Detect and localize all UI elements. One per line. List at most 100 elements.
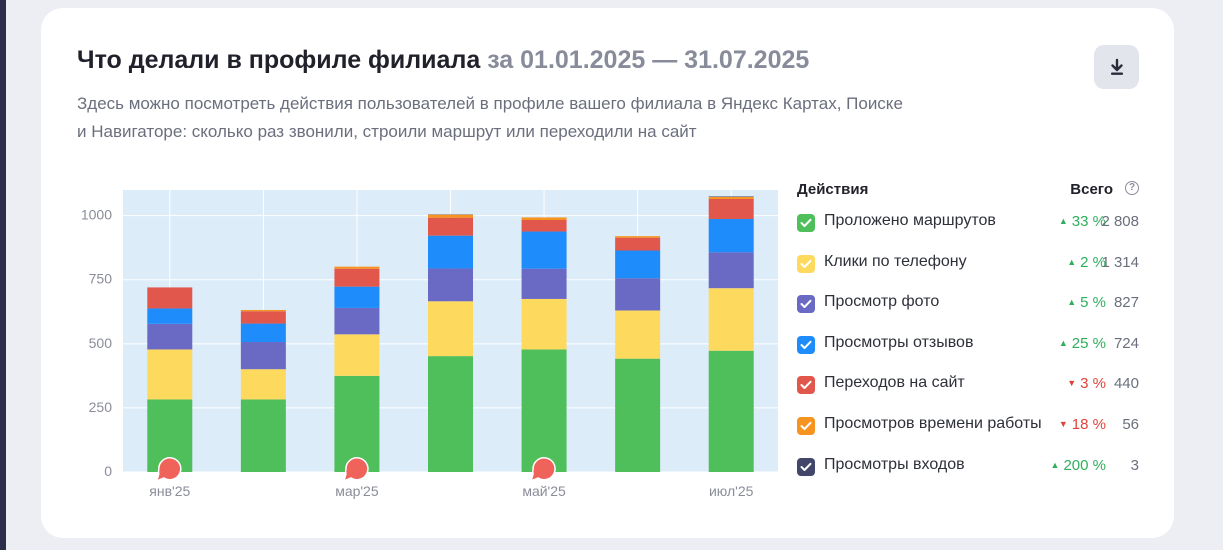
x-tick-label: июл'25 (709, 483, 754, 499)
legend-item[interactable]: Просмотры отзывов ▲ 25 % 724 (797, 328, 1142, 369)
legend-item-label: Просмотры входов (824, 455, 965, 473)
legend-item-label: Переходов на сайт (824, 374, 965, 392)
legend-item-label: Просмотр фото (824, 293, 940, 311)
bar-segment[interactable] (334, 268, 380, 287)
bar-segment[interactable] (521, 219, 567, 232)
bar-segment[interactable] (334, 375, 380, 472)
legend-item-total: 440 (1113, 375, 1139, 393)
legend-item-delta: ▲ 5 % (1067, 294, 1106, 311)
bar-segment[interactable] (147, 323, 193, 350)
date-range[interactable]: за 01.01.2025 — 31.07.2025 (487, 46, 810, 74)
bar-segment[interactable] (240, 323, 286, 343)
bar-segment[interactable] (708, 218, 754, 253)
window-edge (0, 0, 6, 550)
bar-segment[interactable] (240, 342, 286, 370)
bar-segment[interactable] (334, 307, 380, 335)
checkbox-checked-icon[interactable] (797, 335, 815, 354)
x-tick-label: мар'25 (335, 483, 379, 499)
bar-segment[interactable] (240, 399, 286, 472)
legend-item[interactable]: Просмотры входов ▲ 200 % 3 (797, 450, 1142, 491)
bar-segment[interactable] (240, 311, 286, 324)
legend-item[interactable]: Просмотров времени работы ▼ 18 % 56 (797, 409, 1142, 450)
bar-segment[interactable] (240, 369, 286, 400)
bar-segment[interactable] (334, 266, 380, 269)
bar-segment[interactable] (521, 349, 567, 472)
legend-item[interactable]: Клики по телефону ▲ 2 % 1 314 (797, 247, 1142, 288)
trend-up-icon: ▲ (1058, 216, 1068, 226)
stacked-bar-chart: 0 250 500 750 1000 янв'25 мар'25 май'25 июл'25 (81, 190, 778, 499)
trend-up-icon: ▲ (1058, 337, 1068, 348)
bar-segment[interactable] (708, 198, 754, 219)
bar-segment[interactable] (428, 356, 473, 472)
bar-segment[interactable] (708, 350, 754, 472)
legend-item-total: 827 (1113, 294, 1139, 312)
trend-up-icon: ▲ (1050, 459, 1060, 470)
legend-item-total: 56 (1122, 415, 1139, 433)
checkbox-checked-icon[interactable] (797, 457, 815, 476)
trend-down-icon: ▼ (1067, 378, 1077, 389)
legend-items: Проложено маршрутов ▲ 33 % 2 808 Клики по те… (797, 206, 1142, 490)
event-marker-icon[interactable] (342, 457, 369, 483)
bar-segment[interactable] (334, 334, 380, 376)
checkbox-checked-icon[interactable] (797, 254, 815, 273)
x-tick-label: май'25 (522, 483, 566, 499)
legend-header-actions: Действия (797, 181, 869, 198)
bar-segment[interactable] (428, 301, 473, 357)
bar-segment[interactable] (521, 268, 567, 299)
bar-segment[interactable] (428, 217, 473, 236)
bar-segment[interactable] (615, 237, 661, 251)
bar-segment[interactable] (147, 287, 193, 309)
legend-item-total: 1 314 (1101, 253, 1139, 271)
bar-segment[interactable] (615, 236, 661, 238)
legend-item-label: Просмотров времени работы (824, 414, 1042, 432)
download-icon (1110, 58, 1123, 75)
bar-segment[interactable] (521, 298, 567, 350)
y-tick-label: 1000 (81, 207, 112, 223)
bar-segment[interactable] (147, 308, 193, 324)
legend-item-total: 724 (1113, 334, 1139, 352)
checkbox-checked-icon[interactable] (797, 416, 815, 435)
bar-segment[interactable] (428, 235, 473, 269)
bar-segment[interactable] (334, 286, 380, 308)
bar-segment[interactable] (147, 349, 193, 400)
bar-segment[interactable] (615, 278, 661, 311)
bar-segment[interactable] (428, 214, 473, 218)
bar-segment[interactable] (615, 250, 661, 279)
bar-segment[interactable] (240, 309, 286, 312)
bar-segment[interactable] (708, 196, 754, 199)
checkbox-checked-icon[interactable] (797, 214, 815, 232)
bar-segment[interactable] (708, 288, 754, 351)
checkbox-checked-icon[interactable] (797, 295, 815, 314)
legend-item-delta: ▼ 18 % (1059, 416, 1106, 433)
bar-segment[interactable] (615, 358, 661, 472)
bar-segment[interactable] (428, 268, 473, 302)
bar-segment[interactable] (708, 252, 754, 289)
trend-down-icon: ▼ (1058, 418, 1068, 429)
title-main: Что делали в профиле филиала (77, 46, 481, 74)
bar-segment[interactable] (521, 231, 567, 269)
chart-legend: Действия Всего ? Проложено маршрутов ▲ 3 3 … (797, 176, 1142, 490)
legend-item-total: 3 (1130, 456, 1139, 474)
x-tick-label: янв'25 (149, 483, 190, 499)
legend-item-delta: ▲ 200 % (1051, 457, 1106, 474)
download-button[interactable] (1094, 45, 1139, 89)
legend-item-label: Просмотры отзывов (824, 333, 974, 351)
y-tick-label: 0 (104, 463, 112, 479)
legend-item[interactable]: Проложено маршрутов ▲ 33 % 2 808 (797, 206, 1142, 247)
legend-item-delta: ▲ 2 % (1067, 254, 1106, 271)
legend-item[interactable]: Просмотр фото ▲ 5 % 827 (797, 287, 1142, 328)
event-marker-icon[interactable] (155, 457, 182, 483)
checkbox-checked-icon[interactable] (797, 376, 815, 395)
delta-value: 3 % (1080, 375, 1106, 393)
legend-item-delta: ▼ 3 % (1067, 375, 1106, 392)
bar-segment[interactable] (521, 217, 567, 220)
bar-segment[interactable] (708, 196, 754, 197)
description-line-2: и Навигаторе: сколько раз звонили, строи… (77, 122, 697, 141)
legend-item-label: Проложено маршрутов (824, 212, 996, 229)
legend-item-label: Клики по телефону (824, 252, 967, 270)
legend-item[interactable]: Переходов на сайт ▼ 3 % 440 (797, 368, 1142, 409)
legend-header: Действия Всего ? (797, 176, 1142, 206)
bar-segment[interactable] (615, 310, 661, 359)
help-icon[interactable]: ? (1125, 181, 1139, 195)
event-marker-icon[interactable] (529, 457, 556, 483)
